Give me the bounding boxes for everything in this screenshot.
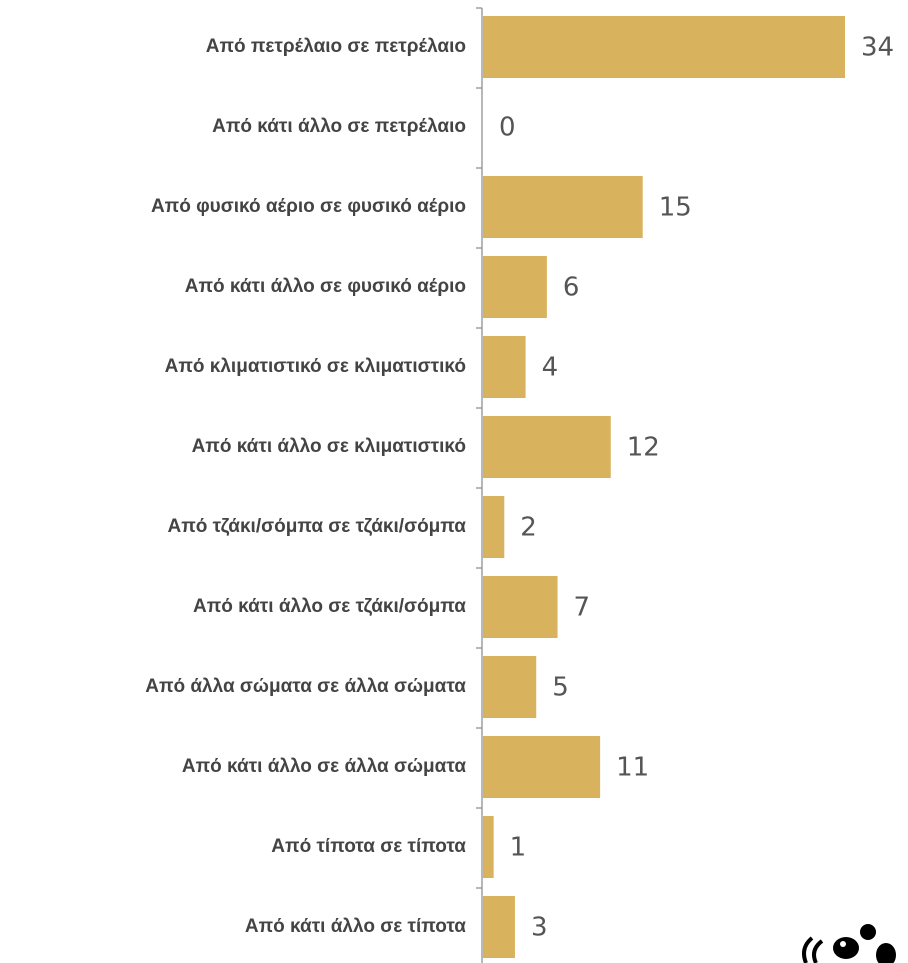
value-label: 15 — [659, 193, 692, 223]
category-label: Από τίποτα σε τίποτα — [271, 836, 466, 857]
value-label: 34 — [861, 33, 894, 63]
category-label: Από κάτι άλλο σε τίποτα — [245, 916, 466, 937]
bar — [483, 496, 505, 558]
bar — [483, 896, 515, 958]
category-labels: Από πετρέλαιο σε πετρέλαιο Από κάτι άλλο … — [145, 36, 466, 937]
category-label: Από τζάκι/σόμπα σε τζάκι/σόμπα — [167, 516, 466, 537]
category-label: Από κάτι άλλο σε πετρέλαιο — [212, 116, 466, 137]
bar — [483, 736, 601, 798]
category-axis — [476, 7, 483, 963]
category-label: Από κλιματιστικό σε κλιματιστικό — [165, 356, 466, 377]
value-label: 12 — [627, 433, 660, 463]
value-label: 1 — [510, 833, 527, 863]
value-label: 6 — [563, 273, 580, 303]
value-label: 11 — [616, 753, 649, 783]
bar — [483, 576, 558, 638]
category-label: Από κάτι άλλο σε φυσικό αέριο — [185, 276, 466, 297]
bar — [483, 656, 537, 718]
value-label: 7 — [574, 593, 591, 623]
bar — [483, 176, 643, 238]
value-label: 5 — [552, 673, 569, 703]
value-label: 0 — [499, 113, 516, 143]
bar — [483, 16, 845, 78]
value-label: 3 — [531, 913, 548, 943]
bars-group — [483, 16, 845, 958]
category-label: Από κάτι άλλο σε άλλα σώματα — [182, 756, 466, 777]
value-label: 2 — [520, 513, 537, 543]
value-label: 4 — [542, 353, 559, 383]
bar — [483, 336, 526, 398]
category-label: Από κάτι άλλο σε τζάκι/σόμπα — [193, 596, 466, 617]
category-label: Από άλλα σώματα σε άλλα σώματα — [145, 676, 466, 697]
panda-logo-icon — [802, 924, 896, 963]
bar — [483, 816, 494, 878]
category-label: Από πετρέλαιο σε πετρέλαιο — [206, 36, 466, 57]
bar — [483, 256, 547, 318]
category-label: Από φυσικό αέριο σε φυσικό αέριο — [151, 196, 466, 217]
bar — [483, 416, 611, 478]
category-label: Από κάτι άλλο σε κλιματιστικό — [192, 436, 466, 457]
